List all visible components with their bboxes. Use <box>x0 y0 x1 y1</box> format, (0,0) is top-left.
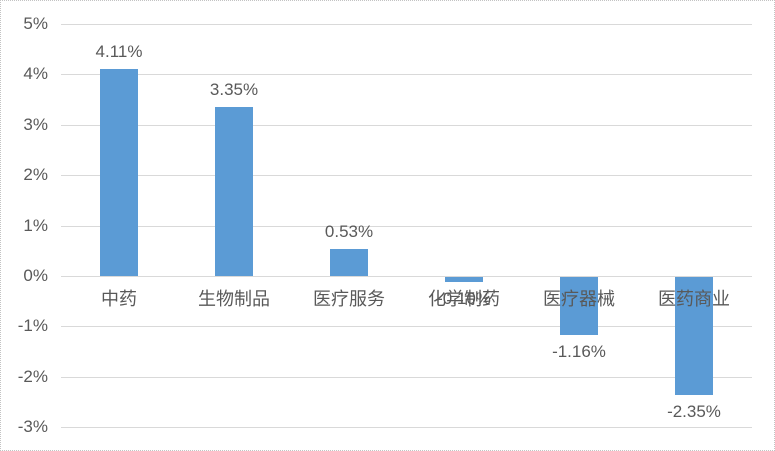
x-category-label: 生物制品 <box>198 289 270 309</box>
gridline <box>61 175 752 176</box>
gridline <box>61 24 752 25</box>
y-tick-label: 5% <box>23 14 48 33</box>
y-tick-label: -3% <box>17 417 48 436</box>
x-category-label: 医药商业 <box>658 289 730 309</box>
bar-中药 <box>100 69 138 276</box>
y-tick-label: 0% <box>23 266 48 285</box>
y-tick-label: 4% <box>23 64 48 83</box>
y-tick-label: 1% <box>23 216 48 235</box>
gridline <box>61 226 752 227</box>
data-label: -1.16% <box>552 342 606 361</box>
data-label: -0.10% <box>437 289 491 308</box>
bar-化学制药 <box>445 277 483 282</box>
data-label: 3.35% <box>209 80 259 99</box>
x-category-label: 医疗器械 <box>543 289 615 309</box>
gridline <box>61 326 752 327</box>
gridline <box>61 377 752 378</box>
data-label: 0.53% <box>324 222 374 241</box>
y-tick-label: 3% <box>23 115 48 134</box>
bar-医疗器械 <box>560 277 598 335</box>
data-label: 4.11% <box>95 42 143 61</box>
y-tick-label: -2% <box>17 367 48 386</box>
gridline <box>61 74 752 75</box>
y-tick-label: 2% <box>23 165 48 184</box>
bar-生物制品 <box>215 107 253 276</box>
x-category-label: 化学制药 <box>428 289 500 309</box>
gridline <box>61 427 752 428</box>
y-tick-label: -1% <box>17 316 48 335</box>
gridline <box>61 125 752 126</box>
bar-医疗服务 <box>330 249 368 276</box>
x-category-label: 中药 <box>101 289 137 309</box>
data-label: -2.35% <box>667 402 721 421</box>
gridline <box>61 276 752 277</box>
bar-医药商业 <box>675 277 713 395</box>
x-category-label: 医疗服务 <box>313 289 385 309</box>
